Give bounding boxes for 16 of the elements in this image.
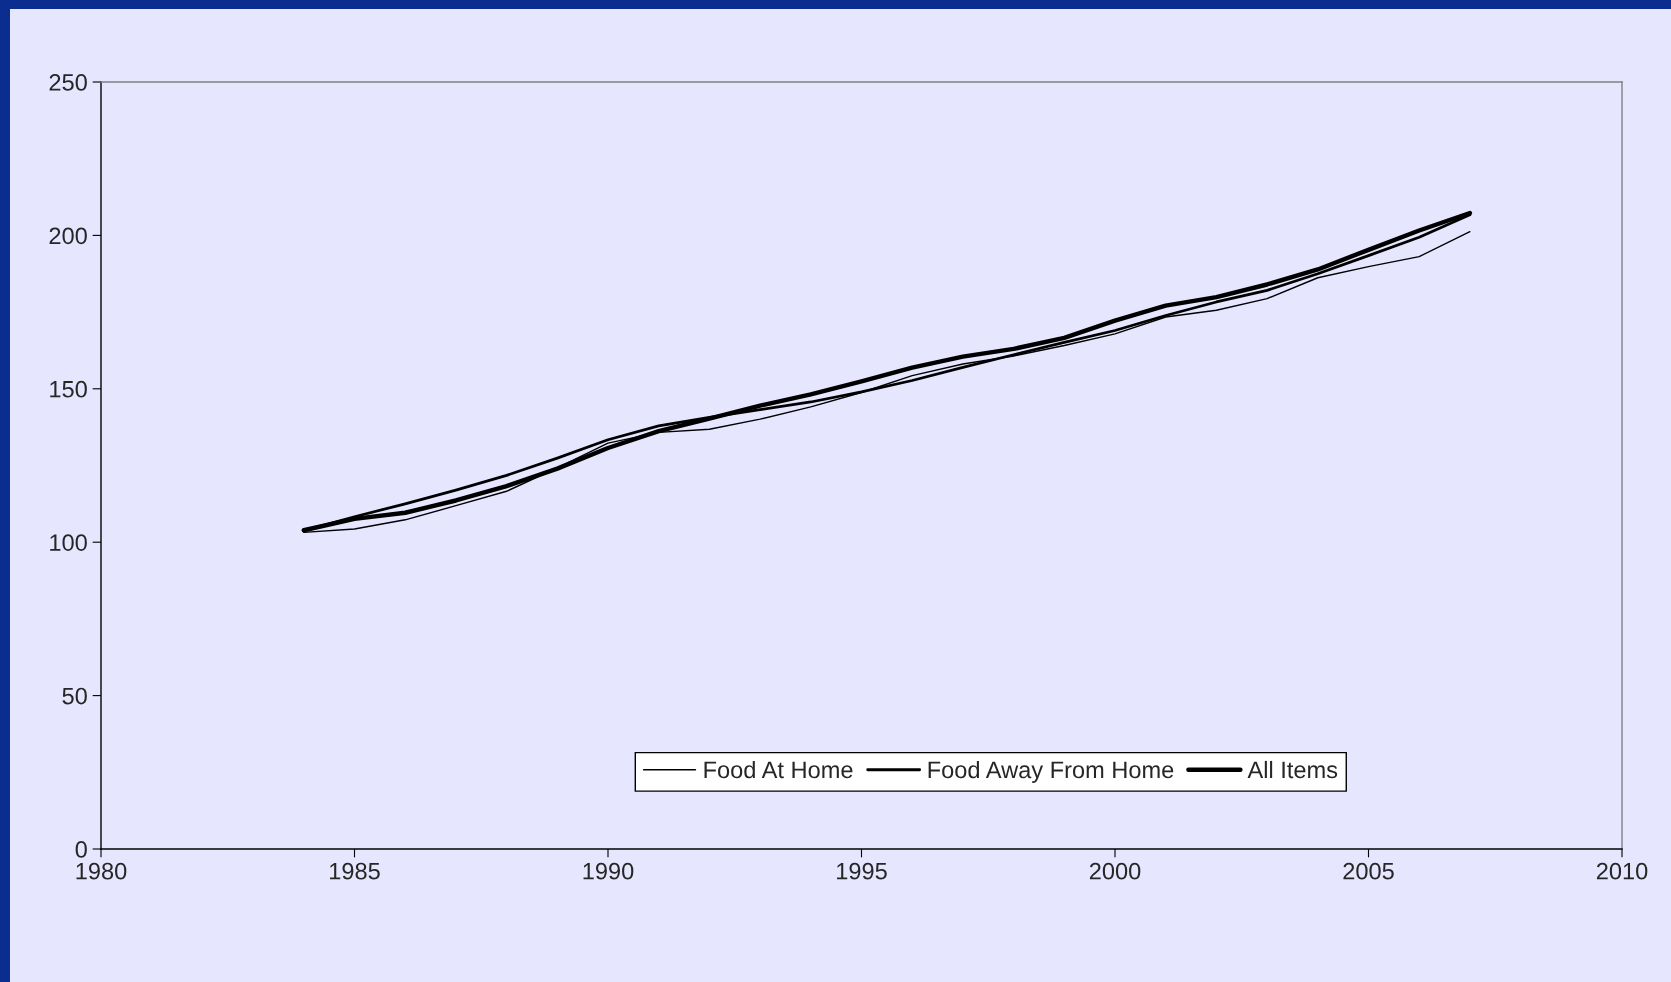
x-tick-label: 1990	[583, 862, 634, 880]
x-tick-label: 2000	[1089, 862, 1141, 880]
legend-label: Food At Home	[704, 760, 853, 779]
x-tick-label: 2005	[1343, 862, 1394, 880]
y-tick-label: 150	[50, 380, 87, 398]
legend-label: Food Away From Home	[928, 760, 1174, 783]
y-tick-label: 250	[49, 74, 87, 91]
y-tick-label: 50	[62, 687, 87, 705]
legend-label: All Items	[1247, 760, 1338, 779]
x-tick-label: 1980	[76, 862, 127, 880]
y-tick-label: 100	[50, 534, 87, 551]
x-tick-label: 1985	[330, 862, 380, 880]
x-tick-label: 1995	[837, 862, 887, 880]
y-tick-label: 0	[75, 841, 87, 858]
x-tick-label: 2010	[1596, 862, 1648, 880]
y-tick-label: 200	[49, 227, 87, 245]
